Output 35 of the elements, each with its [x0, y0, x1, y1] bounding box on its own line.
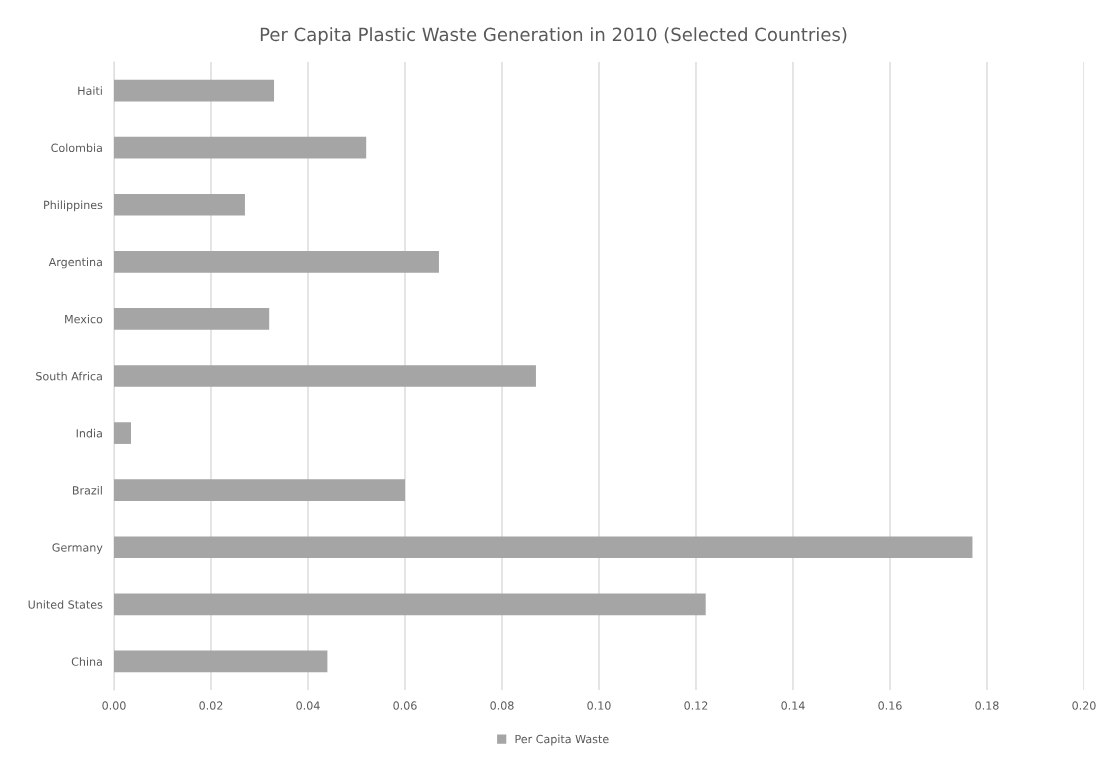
x-tick-label: 0.12	[684, 701, 708, 710]
bar	[114, 250, 439, 273]
x-tick-label: 0.14	[781, 701, 805, 710]
bar	[114, 536, 973, 559]
y-tick-label: Haiti	[78, 86, 102, 95]
y-tick-label: Argentina	[48, 257, 102, 269]
chart-title: Per Capita Plastic Waste Generation in 2010 (Selected Countries)	[260, 27, 847, 45]
bar	[114, 79, 275, 102]
y-tick-label: Mexico	[65, 314, 103, 324]
y-tick-label: India	[76, 428, 102, 438]
y-tick-label: China	[71, 657, 102, 666]
legend-label: Per Capita Waste	[515, 734, 609, 746]
x-tick-label: 0.02	[199, 701, 223, 710]
bar	[114, 136, 367, 159]
y-tick-label: Colombia	[51, 143, 102, 153]
bar	[114, 365, 536, 387]
y-tick-label: Germany	[52, 543, 103, 554]
y-tick-label: Philippines	[44, 200, 103, 212]
bar	[114, 650, 328, 673]
x-tick-label: 0.06	[393, 701, 417, 710]
y-tick-label: Brazil	[72, 485, 102, 495]
x-tick-label: 0.16	[878, 701, 902, 710]
bar	[114, 593, 706, 616]
bar	[114, 193, 245, 216]
x-tick-label: 0.00	[102, 701, 126, 710]
bar	[114, 479, 405, 502]
x-tick-label: 0.18	[975, 701, 999, 710]
x-tick-label: 0.08	[490, 701, 514, 710]
y-tick-label: United States	[28, 600, 103, 609]
y-tick-label: South Africa	[36, 371, 102, 381]
x-tick-label: 0.20	[1072, 701, 1096, 710]
x-tick-label: 0.04	[296, 701, 320, 710]
bar	[114, 422, 131, 444]
x-tick-label: 0.10	[587, 701, 611, 710]
bar	[114, 308, 270, 330]
